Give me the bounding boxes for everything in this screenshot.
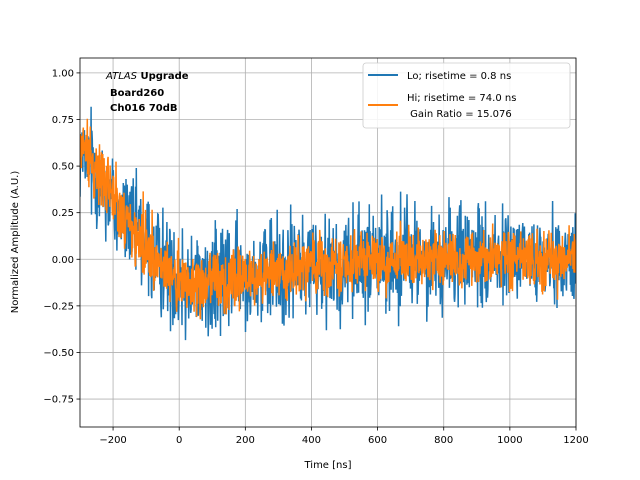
y-tick-label: −0.25 — [43, 301, 74, 312]
annotation-channel: Ch016 70dB — [110, 103, 178, 114]
x-tick-label: 400 — [302, 435, 321, 446]
svg-text:ATLAS Upgrade: ATLAS Upgrade — [105, 71, 189, 82]
series-layer — [80, 106, 576, 341]
annotation-board: Board260 — [110, 88, 164, 99]
series-hi-line — [80, 118, 576, 320]
y-tick-label: 0.75 — [52, 115, 74, 126]
legend-box — [362, 62, 571, 129]
y-tick-label: 0.00 — [52, 255, 74, 266]
legend-label-hi-gain: Gain Ratio = 15.076 — [407, 109, 512, 120]
y-axis-label: Normalized Amplitude (A.U.) — [10, 171, 21, 314]
series-lo-line — [80, 106, 576, 341]
x-tick-label: 600 — [368, 435, 387, 446]
legend-label-hi: Hi; risetime = 74.0 ns — [407, 93, 516, 104]
x-axis-label: Time [ns] — [303, 460, 351, 471]
annotation-atlas: ATLAS — [105, 71, 138, 82]
x-tick-label: 800 — [434, 435, 453, 446]
x-tick-label: 1200 — [563, 435, 588, 446]
y-tick-label: 0.50 — [52, 162, 74, 173]
annotation-upgrade: Upgrade — [137, 71, 189, 82]
x-tick-label: −200 — [99, 435, 126, 446]
y-tick-label: −0.75 — [43, 395, 74, 406]
x-tick-label: 0 — [176, 435, 182, 446]
x-tick-label: 1000 — [497, 435, 522, 446]
y-tick-label: 1.00 — [52, 68, 74, 79]
legend-label-lo: Lo; risetime = 0.8 ns — [407, 71, 511, 82]
y-tick-label: −0.50 — [43, 348, 74, 359]
annotation: ATLAS Upgrade Board260 Ch016 70dB — [105, 71, 189, 114]
y-tick-label: 0.25 — [52, 208, 74, 219]
x-tick-label: 200 — [236, 435, 255, 446]
y-ticks: −0.75 −0.50 −0.25 0.00 0.25 0.50 0.75 1.00 — [43, 68, 80, 406]
plot-frame — [79, 57, 577, 428]
legend: Lo; risetime = 0.8 ns Hi; risetime = 74.… — [362, 62, 571, 129]
x-ticks: −200 0 200 400 600 800 1000 1200 — [99, 427, 589, 446]
